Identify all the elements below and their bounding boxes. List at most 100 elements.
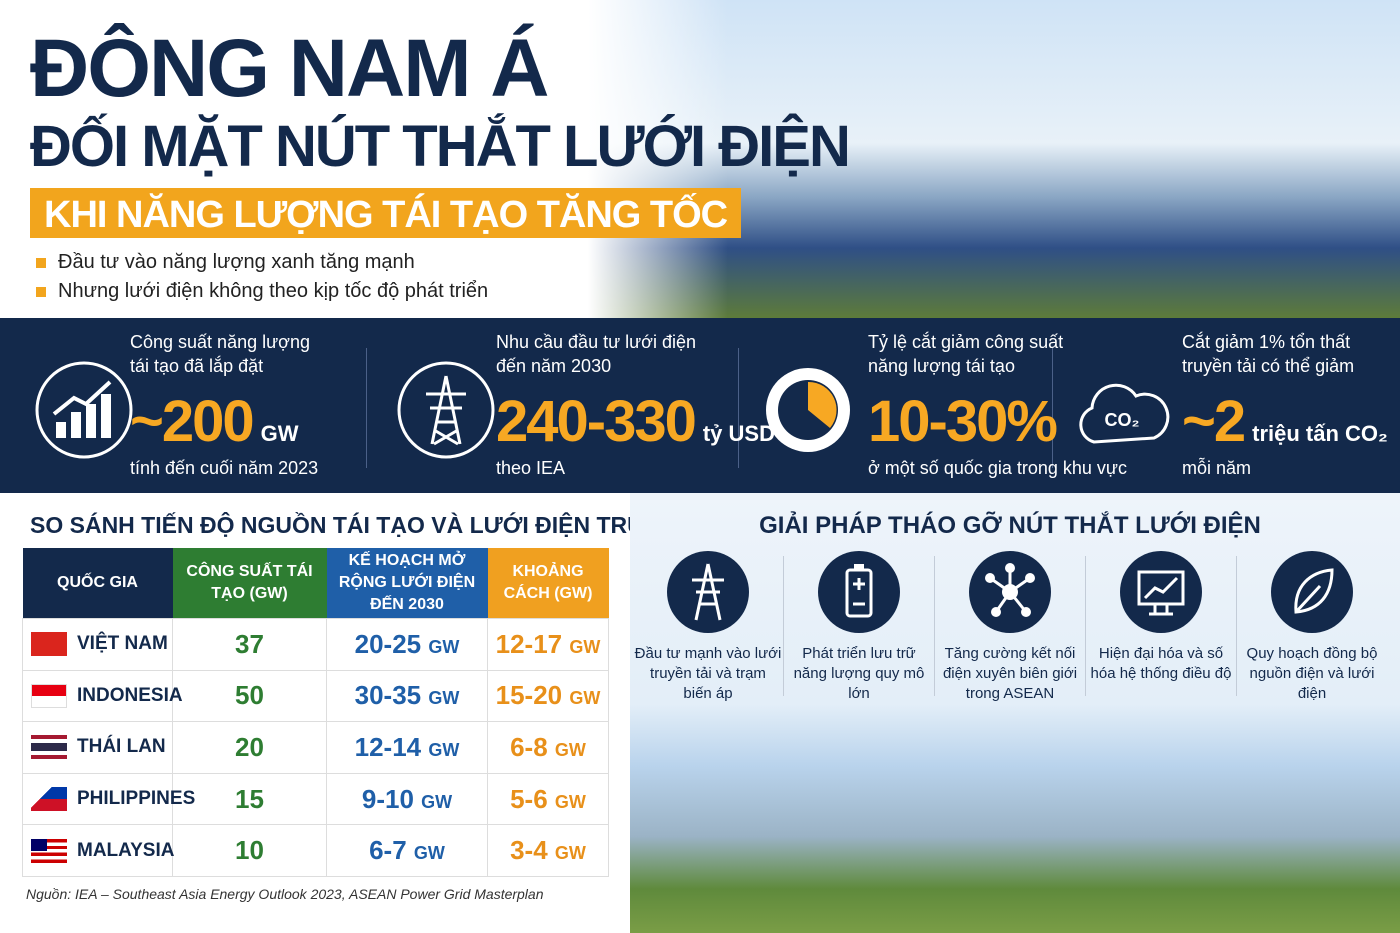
country: PHILIPPINES xyxy=(77,788,196,810)
title: ĐỐI MẶT NÚT THẮT LƯỚI ĐIỆN xyxy=(30,114,851,179)
cell-value: 6-7 xyxy=(369,835,407,866)
solution: Hiện đại hóa và số hóa hệ thống điều độ xyxy=(1087,550,1235,684)
flag xyxy=(31,683,67,708)
stat-note: theo IEA xyxy=(496,458,566,478)
stat: Tỷ lệ cắt giảm công suất năng lượng tái … xyxy=(738,318,1127,493)
header-cell: CÔNG SUẤT TÁI TẠO (GW) xyxy=(172,548,327,619)
country-cell: INDONESIA xyxy=(22,669,183,723)
cell-value: 37 xyxy=(235,628,264,659)
value-cell: 37 xyxy=(172,618,327,671)
flag xyxy=(31,735,67,760)
value-cell: 10 xyxy=(172,824,327,877)
cell-value: 20 xyxy=(235,731,264,762)
solution: Tăng cường kết nối điện xuyên biên giới … xyxy=(936,550,1084,704)
country-cell: VIỆT NAM xyxy=(22,618,173,671)
solution: Đầu tư mạnh vào lưới truyền tải và trạm … xyxy=(634,550,782,704)
solution-icon xyxy=(667,551,749,633)
cell-value: 50 xyxy=(235,680,264,711)
value-cell: 15 xyxy=(172,772,327,826)
cell-unit: GW xyxy=(413,843,445,864)
value: ~2 xyxy=(1182,389,1246,454)
source: Nguồn: IEA – Southeast Asia Energy Outlo… xyxy=(26,886,544,902)
table-row: PHILIPPINES 15 9-10 GW 5-6 GW xyxy=(22,772,609,826)
solution-label: Quy hoạch đồng bộ nguồn điện và lưới điệ… xyxy=(1246,645,1378,702)
cell-unit: GW xyxy=(554,739,586,760)
solution-icon xyxy=(818,551,900,633)
table-row: MALAYSIA 10 6-7 GW 3-4 GW xyxy=(22,824,609,877)
icon-label: CO₂ xyxy=(1105,410,1140,430)
solution: Quy hoạch đồng bộ nguồn điện và lưới điệ… xyxy=(1238,550,1386,704)
stat: Cắt giảm 1% tổn thất truyền tải có thể g… xyxy=(1052,318,1400,493)
cell-value: 3-4 xyxy=(510,835,548,866)
cell-value: 10 xyxy=(235,835,264,866)
cell-value: 9-10 xyxy=(361,783,414,814)
table-row: INDONESIA 50 30-35 GW 15-20 GW xyxy=(22,669,609,723)
value: 240-330 xyxy=(496,389,697,454)
value-cell: 20 xyxy=(172,721,327,774)
stat-value: ~200 GW xyxy=(130,388,299,455)
icon-growth xyxy=(35,361,133,459)
value-cell: 3-4 GW xyxy=(487,824,609,877)
country-cell: PHILIPPINES xyxy=(22,772,195,826)
unit: GW xyxy=(260,421,299,446)
separator xyxy=(1085,556,1086,696)
value-cell: 30-35 GW xyxy=(326,669,488,723)
header-cell: KHOẢNG CÁCH (GW) xyxy=(487,548,609,619)
separator xyxy=(738,348,739,468)
cell-value: 20-25 xyxy=(354,628,422,659)
stat: Công suất năng lượng tái tạo đã lắp đặt ~… xyxy=(0,318,350,493)
value-cell: 20-25 GW xyxy=(326,618,488,671)
unit: triệu tấn CO₂ xyxy=(1252,421,1388,446)
value-cell: 6-7 GW xyxy=(326,824,488,877)
solution-icon xyxy=(969,551,1051,633)
value: ~200 xyxy=(130,389,255,454)
stat-value: 10-30% xyxy=(868,388,1058,455)
solutions-title: GIẢI PHÁP THÁO GỠ NÚT THẮT LƯỚI ĐIỆN xyxy=(759,512,1261,539)
flag xyxy=(31,632,67,657)
separator xyxy=(934,556,935,696)
country: INDONESIA xyxy=(77,684,183,706)
comparison-table: QUỐC GIA CÔNG SUẤT TÁI TẠO (GW) KẾ HOẠCH… xyxy=(22,548,609,877)
stat-note: ở một số quốc gia trong khu vực xyxy=(868,458,1127,478)
cell-value: 12-17 xyxy=(495,628,563,659)
value-cell: 12-14 GW xyxy=(326,721,488,774)
cell-unit: GW xyxy=(554,843,586,864)
separator xyxy=(366,348,367,468)
stats-band xyxy=(0,318,1400,493)
solution-icon xyxy=(1120,551,1202,633)
solution-label: Tăng cường kết nối điện xuyên biên giới … xyxy=(942,645,1078,702)
cell-unit: GW xyxy=(428,688,460,709)
icon-tower xyxy=(397,361,495,459)
cell-unit: GW xyxy=(421,791,453,812)
country-cell: THÁI LAN xyxy=(22,721,173,774)
value-cell: 5-6 GW xyxy=(487,772,609,826)
flag xyxy=(31,838,67,863)
solution-label: Hiện đại hóa và số hóa hệ thống điều độ xyxy=(1090,645,1232,682)
table-title: SO SÁNH TIẾN ĐỘ NGUỒN TÁI TẠO VÀ LƯỚI ĐI… xyxy=(30,512,735,538)
country: MALAYSIA xyxy=(77,839,175,861)
icon-pie xyxy=(766,368,850,452)
country-cell: MALAYSIA xyxy=(22,824,175,877)
value: 10-30% xyxy=(868,389,1058,454)
subtitle: KHI NĂNG LƯỢNG TÁI TẠO TĂNG TỐC xyxy=(30,188,742,238)
title: ĐÔNG NAM Á xyxy=(30,23,550,114)
stat-value: ~2 triệu tấn CO₂ xyxy=(1182,388,1388,455)
value-cell: 9-10 GW xyxy=(326,772,488,826)
cell-unit: GW xyxy=(554,791,586,812)
value-cell: 15-20 GW xyxy=(487,669,609,723)
solution-label: Phát triển lưu trữ năng lượng quy mô lớn xyxy=(793,645,925,702)
country: THÁI LAN xyxy=(77,736,166,758)
cell-unit: GW xyxy=(428,636,460,657)
cell-value: 15-20 xyxy=(495,680,563,711)
cell-value: 12-14 xyxy=(354,731,422,762)
solution: Phát triển lưu trữ năng lượng quy mô lớn xyxy=(785,550,933,704)
unit: tỷ USD xyxy=(702,421,775,446)
country: VIỆT NAM xyxy=(77,633,168,655)
stat-label: Nhu cầu đầu tư lưới điện đến năm 2030 xyxy=(496,332,697,376)
flag xyxy=(31,787,67,812)
bullet: Đầu tư vào năng lượng xanh tăng mạnh xyxy=(36,251,415,274)
table-row: THÁI LAN 20 12-14 GW 6-8 GW xyxy=(22,721,609,774)
bullet: Nhưng lưới điện không theo kịp tốc độ ph… xyxy=(36,280,488,303)
cell-unit: GW xyxy=(569,636,601,657)
